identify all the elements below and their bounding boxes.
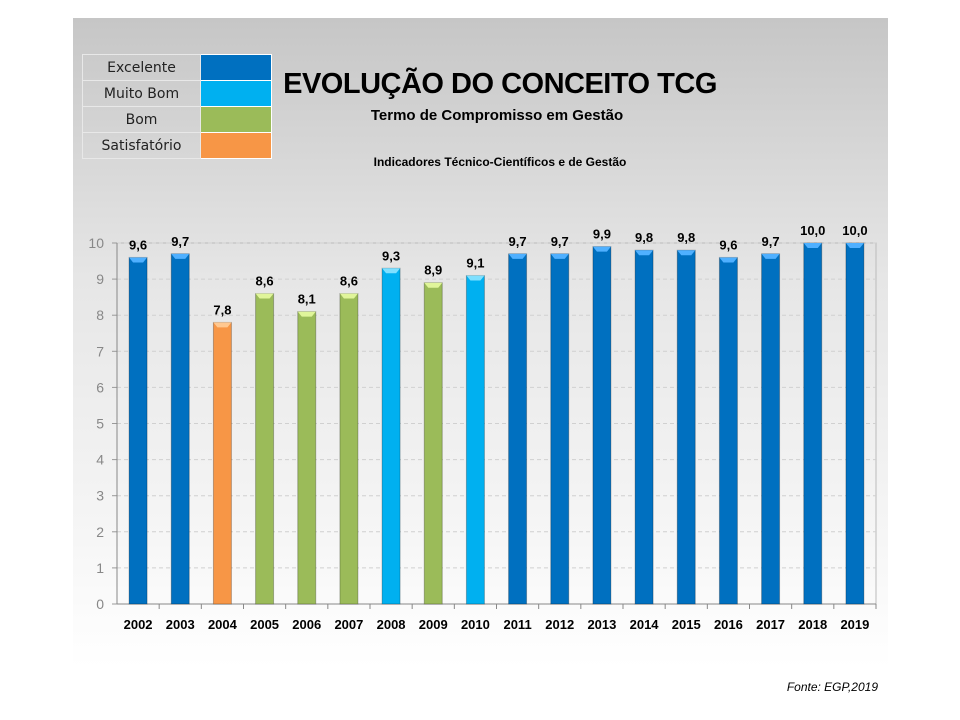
bar	[212, 321, 232, 605]
data-label: 9,7	[762, 234, 780, 249]
bar	[718, 256, 738, 605]
y-tick-label: 3	[96, 488, 104, 504]
bar-top-bevel	[424, 282, 443, 288]
data-label: 9,6	[129, 237, 147, 252]
data-label: 7,8	[213, 302, 231, 317]
data-label: 9,8	[635, 230, 653, 245]
x-tick-label: 2003	[166, 617, 195, 632]
bar-top-bevel	[845, 243, 864, 248]
legend-item: Excelente	[82, 54, 272, 81]
bar-top-bevel	[761, 253, 780, 259]
data-label: 9,7	[551, 234, 569, 249]
bar-top-bevel	[255, 293, 274, 299]
bar-top-bevel	[339, 293, 358, 299]
x-tick-label: 2010	[461, 617, 490, 632]
data-label: 9,3	[382, 248, 400, 263]
data-label: 9,1	[466, 255, 484, 270]
bar	[255, 293, 275, 605]
bar	[634, 249, 654, 605]
data-label: 9,7	[509, 234, 527, 249]
x-tick-label: 2006	[292, 617, 321, 632]
bar-top-bevel	[213, 322, 232, 328]
x-tick-label: 2017	[756, 617, 785, 632]
y-tick-label: 2	[96, 524, 104, 540]
data-label: 9,6	[719, 237, 737, 252]
data-label: 8,1	[298, 292, 316, 307]
bar-top-bevel	[592, 246, 611, 252]
y-tick-label: 0	[96, 596, 104, 612]
bar	[761, 253, 781, 605]
bar-top-bevel	[803, 243, 822, 248]
source-note: Fonte: EGP,2019	[786, 680, 878, 694]
chart-subtitle-2: Indicadores Técnico-Científicos e de Ges…	[373, 155, 627, 169]
bar	[676, 249, 696, 605]
y-tick-label: 8	[96, 307, 104, 323]
data-label: 10,0	[800, 223, 825, 238]
bar-top-bevel	[466, 275, 485, 281]
legend: Excelente Muito Bom Bom Satisfatório	[82, 54, 272, 159]
y-tick-label: 9	[96, 271, 104, 287]
y-tick-label: 4	[96, 452, 104, 468]
x-tick-label: 2019	[840, 617, 869, 632]
bar-top-bevel	[297, 311, 316, 317]
bar	[297, 311, 317, 605]
x-tick-label: 2008	[377, 617, 406, 632]
legend-label: Satisfatório	[82, 132, 201, 159]
bar	[803, 242, 823, 605]
data-label: 8,6	[256, 274, 274, 289]
y-tick-label: 10	[88, 235, 104, 251]
chart-title: EVOLUÇÃO DO CONCEITO TCG	[283, 68, 717, 100]
data-label: 8,6	[340, 274, 358, 289]
x-tick-label: 2009	[419, 617, 448, 632]
y-tick-label: 6	[96, 379, 104, 395]
x-tick-label: 2013	[587, 617, 616, 632]
y-tick-label: 5	[96, 416, 104, 432]
y-tick-label: 7	[96, 343, 104, 359]
bar-top-bevel	[550, 253, 569, 259]
x-tick-label: 2007	[334, 617, 363, 632]
data-label: 9,7	[171, 234, 189, 249]
bar	[550, 253, 570, 605]
legend-swatch	[200, 132, 272, 159]
legend-item: Satisfatório	[82, 132, 272, 159]
bar-top-bevel	[719, 257, 738, 263]
chart-subtitle: Termo de Compromisso em Gestão	[370, 107, 624, 124]
legend-swatch	[200, 106, 272, 133]
bar-top-bevel	[508, 253, 527, 259]
x-tick-label: 2015	[672, 617, 701, 632]
bar	[845, 242, 865, 605]
legend-label: Excelente	[82, 54, 201, 81]
data-label: 9,8	[677, 230, 695, 245]
x-tick-label: 2018	[798, 617, 827, 632]
bar	[592, 246, 612, 605]
bar	[128, 256, 148, 605]
x-tick-label: 2002	[124, 617, 153, 632]
bar-top-bevel	[171, 253, 190, 259]
legend-item: Muito Bom	[82, 80, 272, 107]
x-tick-label: 2005	[250, 617, 279, 632]
data-label: 8,9	[424, 263, 442, 278]
bar	[170, 253, 190, 605]
data-label: 10,0	[842, 223, 867, 238]
bar	[423, 282, 443, 605]
bar-top-bevel	[635, 250, 654, 256]
x-tick-label: 2004	[208, 617, 238, 632]
x-tick-label: 2014	[630, 617, 660, 632]
bar-top-bevel	[129, 257, 148, 263]
bar	[465, 274, 485, 605]
legend-label: Muito Bom	[82, 80, 201, 107]
x-tick-label: 2011	[503, 617, 531, 632]
data-label: 9,9	[593, 227, 611, 242]
bar	[381, 267, 401, 605]
x-tick-label: 2012	[545, 617, 574, 632]
bar-top-bevel	[677, 250, 696, 256]
bar	[508, 253, 528, 605]
y-tick-label: 1	[96, 560, 104, 576]
bar	[339, 293, 359, 605]
x-tick-label: 2016	[714, 617, 743, 632]
bar-top-bevel	[382, 268, 401, 274]
